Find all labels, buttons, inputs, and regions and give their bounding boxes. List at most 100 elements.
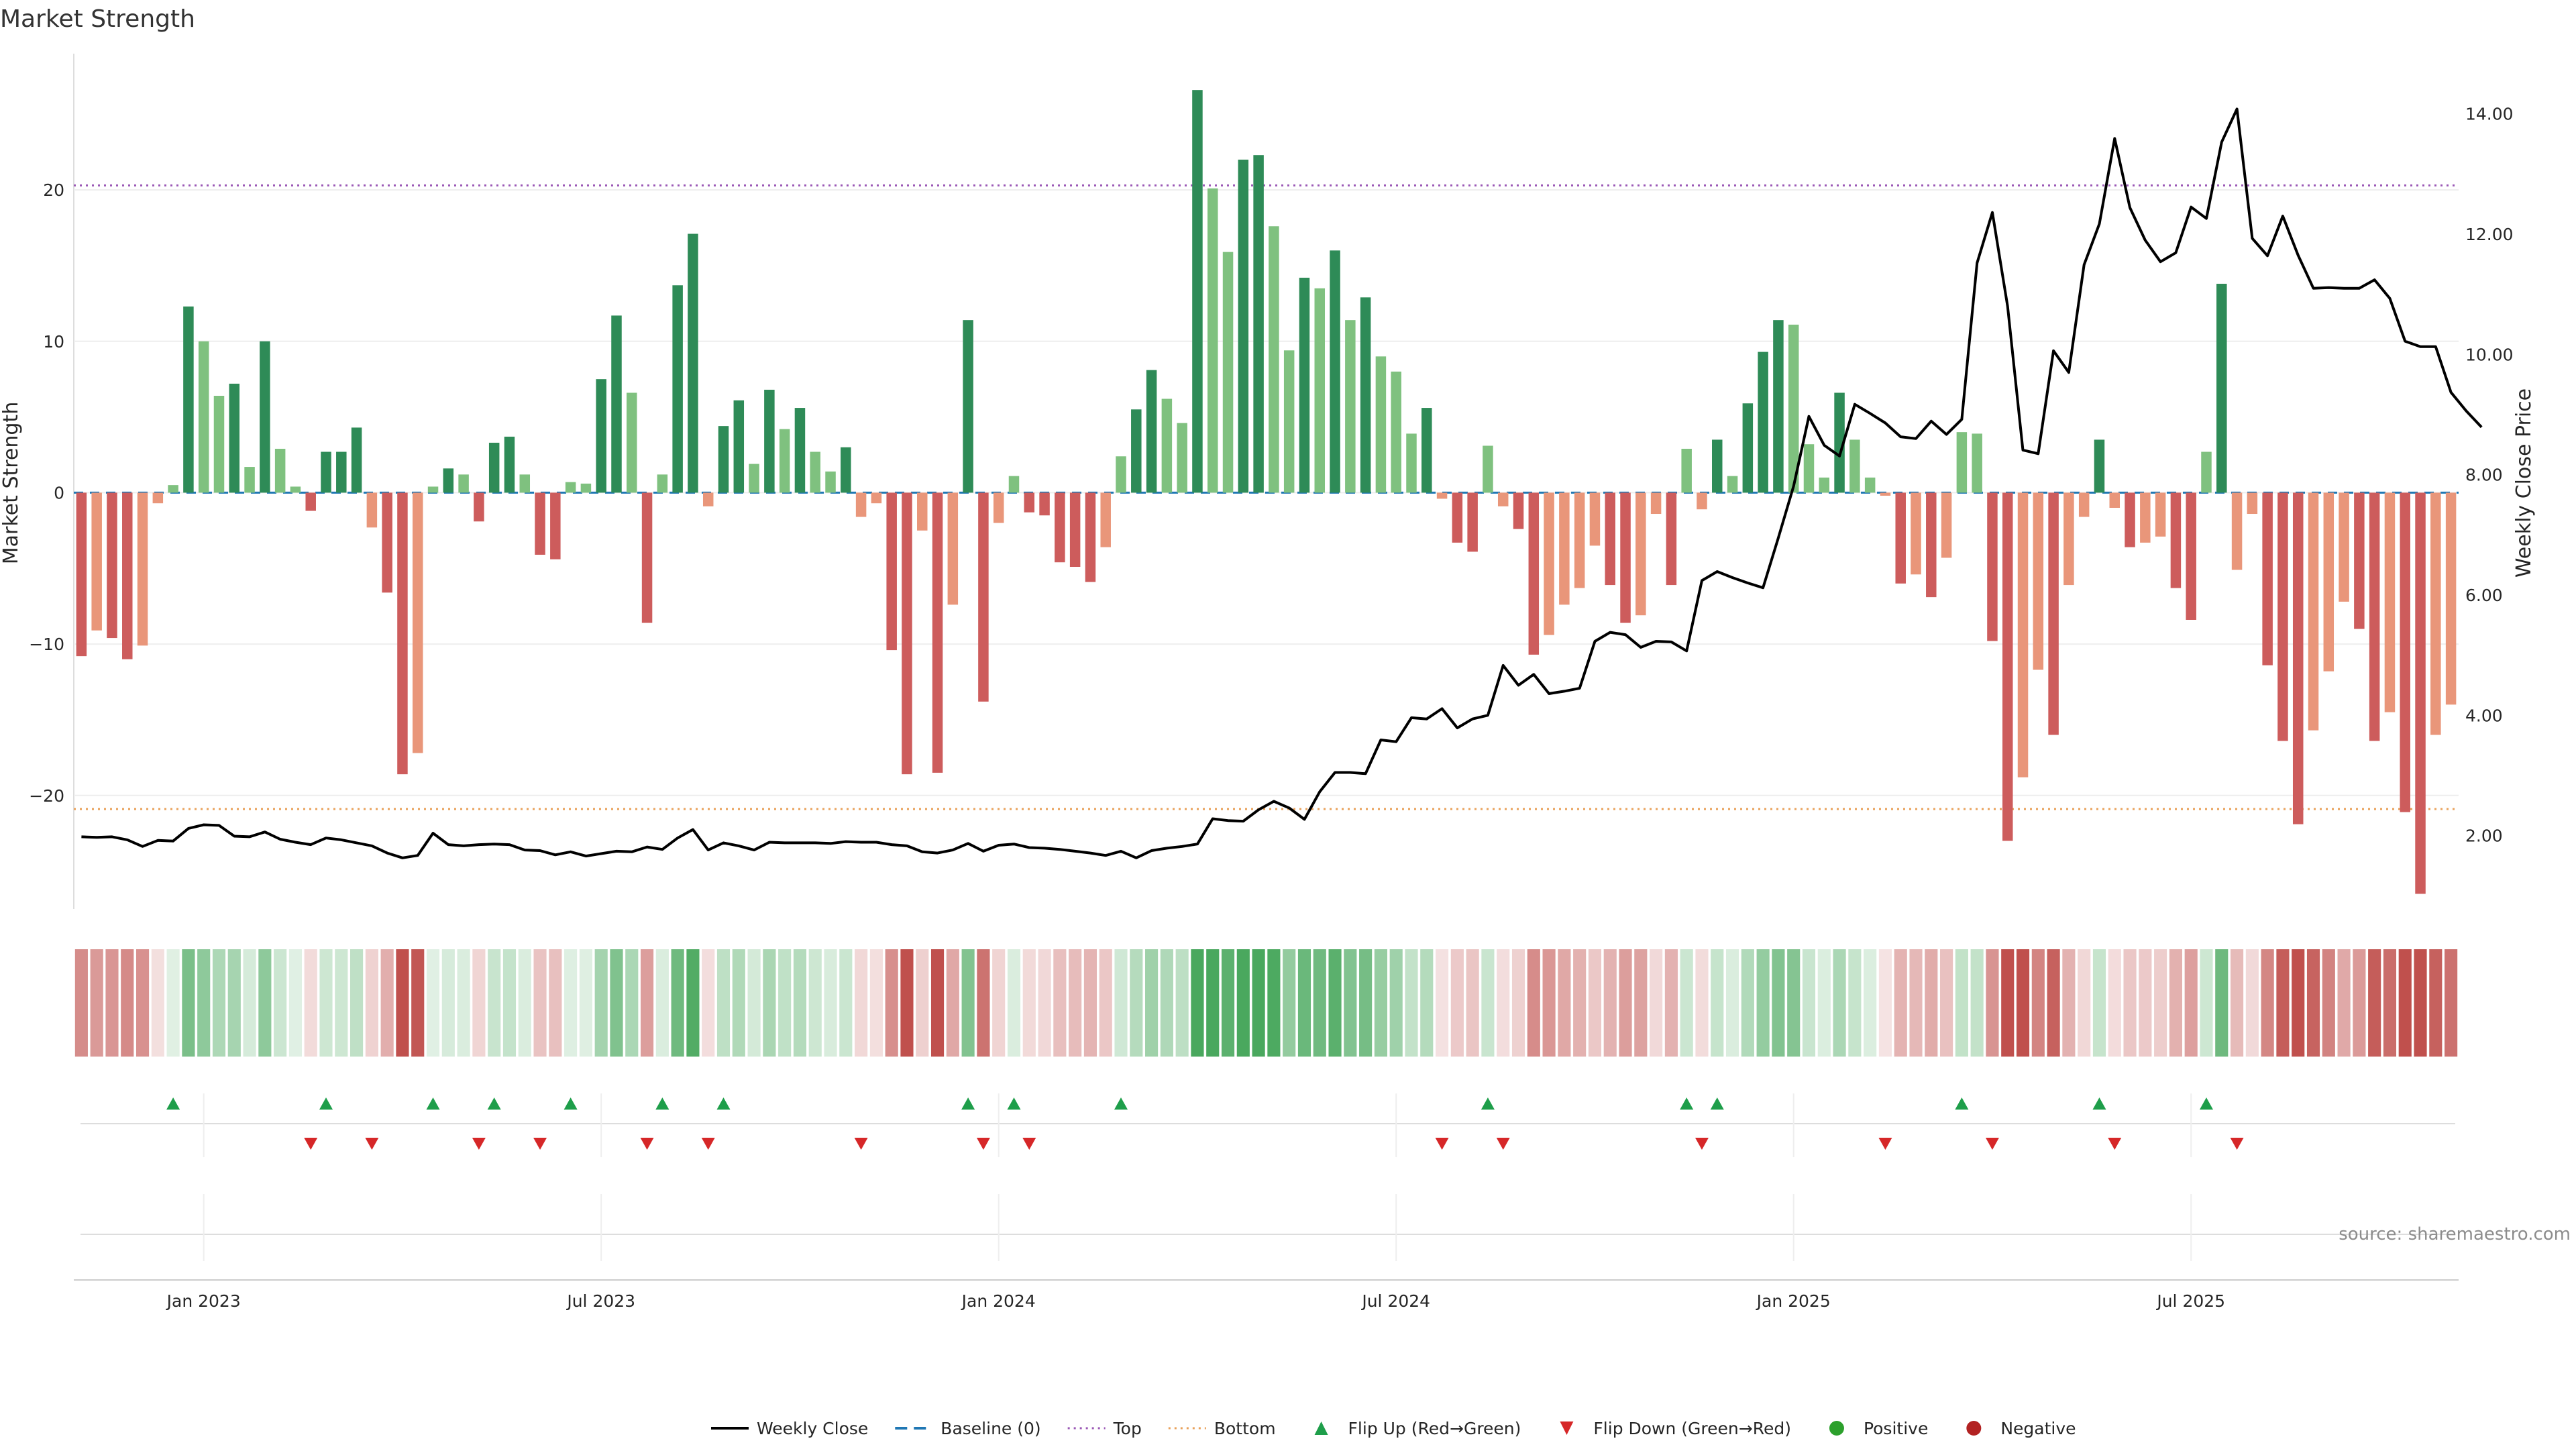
heat-cell	[1772, 949, 1785, 1057]
flip-down-marker	[1985, 1138, 1999, 1150]
heat-cell	[350, 949, 364, 1057]
flip-up-marker	[166, 1097, 180, 1110]
heat-cell	[2292, 949, 2305, 1057]
heat-cell	[1955, 949, 1968, 1057]
strength-bar	[855, 492, 867, 517]
right-tick-label: 2.00	[2465, 826, 2503, 846]
heat-cell	[74, 949, 88, 1057]
heat-cell	[1664, 949, 1678, 1057]
heat-cell	[702, 949, 715, 1057]
right-tick-label: 4.00	[2465, 706, 2503, 725]
x-tick-label: Jan 2025	[1756, 1291, 1831, 1311]
strength-bar	[2277, 492, 2288, 741]
heat-cell	[1297, 949, 1311, 1057]
strength-bar	[1467, 492, 1478, 552]
flip-up-marker	[2092, 1097, 2106, 1110]
strength-bar	[107, 492, 117, 639]
left-tick-label: −20	[29, 786, 64, 806]
strength-bar	[764, 389, 775, 493]
heat-cell	[1313, 949, 1326, 1057]
heat-cell	[182, 949, 195, 1057]
legend-swatch	[1560, 1421, 1574, 1435]
strength-bar	[871, 492, 882, 504]
flip-down-marker	[2230, 1138, 2244, 1150]
heat-cell	[105, 949, 119, 1057]
strength-bar	[2186, 492, 2196, 620]
heat-cell	[2398, 949, 2412, 1057]
heat-cell	[1588, 949, 1602, 1057]
x-tick-label: Jul 2023	[566, 1291, 635, 1311]
heat-cell	[1191, 949, 1204, 1057]
strength-bar	[260, 341, 270, 493]
strength-bar	[1544, 492, 1554, 635]
flip-up-marker	[426, 1097, 440, 1110]
threshold-lines	[74, 184, 2459, 810]
flip-up-marker	[716, 1097, 731, 1110]
strength-bar	[488, 442, 500, 493]
heat-cell	[1053, 949, 1067, 1057]
strength-bar	[1834, 392, 1845, 493]
strength-bar	[2323, 492, 2334, 672]
heat-cell	[594, 949, 608, 1057]
strength-bar	[1299, 277, 1310, 493]
strength-bar	[1574, 492, 1585, 588]
x-tick-label: Jul 2025	[2155, 1291, 2225, 1311]
heat-cell	[992, 949, 1006, 1057]
heat-cell	[2414, 949, 2427, 1057]
strength-bar	[2063, 492, 2074, 586]
heat-cell	[839, 949, 853, 1057]
strength-bar	[274, 448, 286, 493]
heat-cell	[2092, 949, 2106, 1057]
heat-cell	[1175, 949, 1189, 1057]
heat-cell	[1894, 949, 1907, 1057]
legend-label: Positive	[1864, 1419, 1928, 1438]
heat-cell	[136, 949, 150, 1057]
strength-bar	[1345, 320, 1356, 493]
strength-bar	[1483, 445, 1493, 493]
legend-item: Flip Up (Red→Green)	[1314, 1419, 1521, 1438]
strength-bar	[1055, 492, 1065, 563]
heat-cell	[1848, 949, 1862, 1057]
strength-bar	[2002, 492, 2013, 841]
heat-cell	[763, 949, 776, 1057]
flip-up-marker	[2199, 1097, 2213, 1110]
right-tick-label: 6.00	[2465, 586, 2503, 605]
heat-cell	[1787, 949, 1801, 1057]
strength-bar	[1926, 492, 1937, 598]
heat-cell	[855, 949, 868, 1057]
strength-bar	[902, 492, 912, 775]
legend-item: Bottom	[1168, 1419, 1276, 1438]
strength-bar	[1192, 90, 1203, 493]
flip-markers-panel	[80, 1097, 2455, 1150]
strength-bar	[641, 492, 653, 623]
heat-cell	[2215, 949, 2229, 1057]
strength-bar	[1666, 492, 1677, 586]
heat-cell	[732, 949, 745, 1057]
heat-cell	[1252, 949, 1265, 1057]
heat-cell	[2078, 949, 2091, 1057]
heat-cell	[1435, 949, 1449, 1057]
heat-cell	[2108, 949, 2121, 1057]
flip-up-marker	[1710, 1097, 1724, 1110]
heat-cell	[1145, 949, 1159, 1057]
heat-cell	[1802, 949, 1816, 1057]
strength-bar	[794, 408, 806, 493]
heat-cell	[457, 949, 470, 1057]
right-tick-label: 14.00	[2465, 105, 2514, 124]
heat-cell	[625, 949, 639, 1057]
heat-cell	[1940, 949, 1953, 1057]
heat-cell	[2169, 949, 2182, 1057]
heat-cell	[2245, 949, 2259, 1057]
flip-down-marker	[472, 1138, 486, 1150]
legend-swatch	[1314, 1421, 1328, 1435]
heat-cell	[1450, 949, 1464, 1057]
heat-cell	[441, 949, 455, 1057]
strength-bar	[1100, 492, 1111, 547]
lower-panel	[74, 1234, 2459, 1281]
strength-bar	[290, 486, 301, 493]
heat-cell	[2337, 949, 2351, 1057]
strength-bar	[978, 492, 989, 702]
right-tick-label: 12.00	[2465, 225, 2514, 244]
weekly-close-series	[81, 107, 2483, 859]
